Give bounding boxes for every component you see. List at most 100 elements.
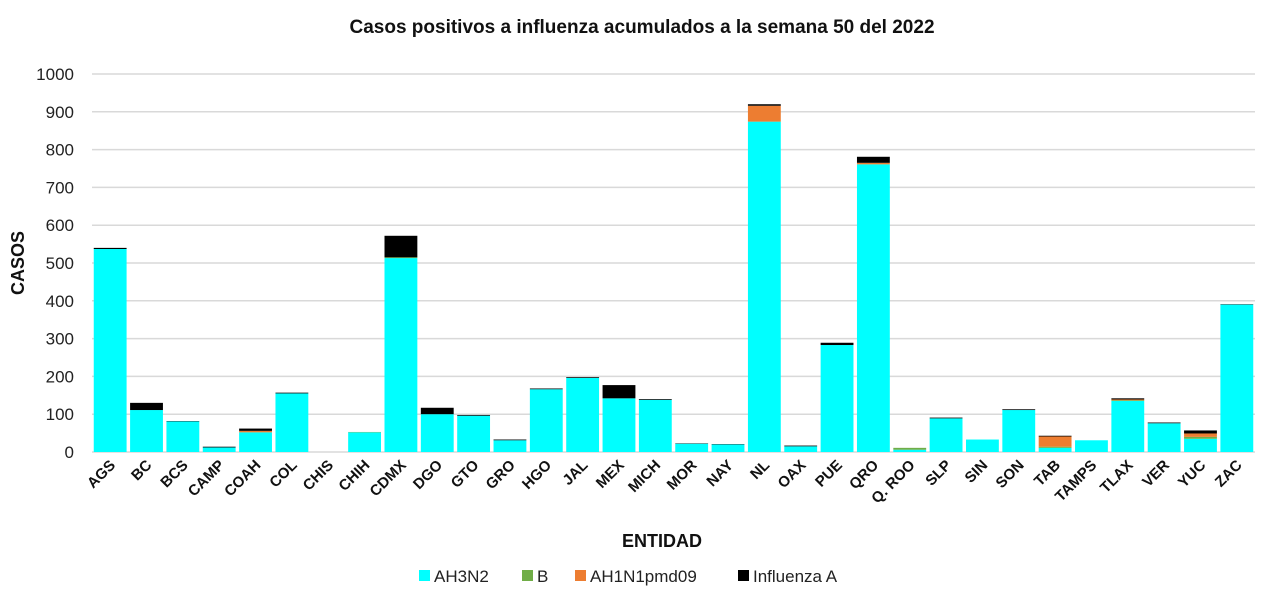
bar-gto-ah3n2 bbox=[457, 415, 491, 452]
bar-dgo-ah3n2 bbox=[420, 414, 454, 452]
x-tick-label: NAY bbox=[703, 457, 736, 490]
bar-mich-ah3n2 bbox=[638, 399, 672, 452]
bar-tlax-influenza-a bbox=[1111, 398, 1145, 400]
y-tick-label: 900 bbox=[46, 103, 74, 122]
x-tick-label: MICH bbox=[625, 457, 664, 496]
bar-gto-influenza-a bbox=[457, 414, 491, 416]
bar-camp-ah3n2 bbox=[202, 447, 236, 452]
x-tick-label: OAX bbox=[775, 457, 810, 492]
bar-chih-ah3n2 bbox=[348, 432, 381, 452]
x-tick-label: SLP bbox=[922, 457, 955, 490]
y-tick-label: 800 bbox=[46, 141, 74, 160]
bar-tab-influenza-a bbox=[1038, 435, 1072, 437]
bar-slp-ah3n2 bbox=[929, 418, 963, 452]
y-tick-label: 100 bbox=[46, 405, 74, 424]
bar-mor-ah3n2 bbox=[675, 443, 709, 452]
x-tick-label: TAMPS bbox=[1052, 457, 1100, 505]
bar-nay-ah3n2 bbox=[711, 444, 745, 452]
y-tick-label: 300 bbox=[46, 330, 74, 349]
x-tick-label: COAH bbox=[221, 457, 264, 500]
bar-tab-ah1n1pmd09 bbox=[1038, 436, 1072, 447]
x-tick-label: SON bbox=[993, 457, 1028, 492]
x-tick-label: YUC bbox=[1175, 457, 1210, 492]
bar-slp-influenza-a bbox=[929, 417, 963, 419]
bar-qro-influenza-a bbox=[856, 156, 890, 163]
bar-tlax-ah1n1pmd09 bbox=[1111, 399, 1145, 401]
y-tick-label: 200 bbox=[46, 367, 74, 386]
y-tick-label: 1000 bbox=[36, 65, 74, 84]
y-axis-ticks: 0 100 200 300 400 500 600 700 800 900 1000 bbox=[36, 65, 74, 462]
legend-swatch bbox=[419, 570, 430, 581]
legend-label: AH3N2 bbox=[434, 567, 489, 586]
x-tick-label: PUE bbox=[812, 457, 846, 491]
bar-hgo-ah3n2 bbox=[529, 389, 563, 452]
bar-son-ah3n2 bbox=[1002, 410, 1036, 452]
x-tick-label: NL bbox=[747, 457, 773, 483]
y-tick-label: 700 bbox=[46, 178, 74, 197]
bar-oax-influenza-a bbox=[784, 445, 818, 447]
x-tick-label: CAMP bbox=[185, 457, 228, 500]
bars bbox=[93, 104, 1254, 453]
x-tick-label: VER bbox=[1139, 457, 1173, 491]
y-tick-label: 500 bbox=[46, 254, 74, 273]
bar-son-influenza-a bbox=[1002, 409, 1036, 411]
y-axis-label: CASOS bbox=[8, 231, 28, 295]
x-tick-label: CHIS bbox=[300, 457, 337, 494]
x-tick-label: GTO bbox=[448, 457, 483, 492]
bar-yuc-ah1n1pmd09 bbox=[1184, 433, 1217, 437]
bar-jal-influenza-a bbox=[566, 377, 600, 378]
bar-ver-influenza-a bbox=[1147, 422, 1181, 424]
bar-cdmx-ah3n2 bbox=[384, 258, 418, 452]
bar-bcs-ah3n2 bbox=[166, 421, 200, 452]
bar-sin-ah3n2 bbox=[966, 439, 999, 452]
bar-ags-influenza-a bbox=[93, 247, 127, 250]
x-tick-label: COL bbox=[266, 457, 300, 491]
bar-yuc-ah3n2 bbox=[1184, 438, 1217, 452]
legend-label: B bbox=[537, 567, 548, 586]
bar-hgo-influenza-a bbox=[529, 388, 563, 390]
bar-tab-b bbox=[1038, 446, 1072, 448]
bar-pue-influenza-a bbox=[820, 342, 854, 346]
bar-mex-ah3n2 bbox=[602, 398, 636, 452]
bar-qroo-ah3n2 bbox=[893, 449, 927, 452]
y-tick-label: 400 bbox=[46, 292, 74, 311]
bar-yuc-influenza-a bbox=[1184, 430, 1217, 434]
legend-swatch bbox=[738, 570, 749, 581]
x-tick-label: HGO bbox=[519, 457, 555, 493]
y-tick-label: 600 bbox=[46, 216, 74, 235]
legend: AH3N2 B AH1N1pmd09 Influenza A bbox=[419, 567, 838, 586]
gridlines bbox=[92, 73, 1255, 453]
bar-col-ah3n2 bbox=[275, 393, 309, 452]
bar-tab-ah3n2 bbox=[1038, 447, 1072, 452]
x-tick-label: JAL bbox=[559, 457, 591, 489]
bar-gro-ah3n2 bbox=[493, 440, 527, 452]
bar-tlax-b bbox=[1111, 400, 1145, 401]
x-tick-label: CDMX bbox=[366, 457, 409, 500]
bar-bc-influenza-a bbox=[130, 402, 163, 411]
bar-tamps-ah3n2 bbox=[1075, 440, 1108, 452]
bar-gro-influenza-a bbox=[493, 439, 527, 441]
x-tick-label: TLAX bbox=[1097, 457, 1137, 497]
legend-label: AH1N1pmd09 bbox=[590, 567, 697, 586]
bar-nl-ah3n2 bbox=[747, 121, 781, 453]
bar-jal-ah3n2 bbox=[566, 377, 600, 452]
x-axis-label: ENTIDAD bbox=[622, 531, 702, 551]
bar-qroo-b bbox=[893, 447, 927, 450]
bar-coah-ah1n1pmd09 bbox=[239, 430, 272, 433]
bar-pue-ah3n2 bbox=[820, 345, 854, 452]
bar-yuc-b bbox=[1184, 436, 1217, 439]
x-tick-label: MOR bbox=[664, 457, 701, 494]
bar-nl-ah1n1pmd09 bbox=[747, 105, 781, 122]
bar-col-influenza-a bbox=[275, 392, 309, 394]
x-tick-label: GRO bbox=[483, 457, 519, 493]
bar-mich-influenza-a bbox=[638, 399, 672, 400]
bar-qro-ah3n2 bbox=[856, 164, 890, 453]
x-tick-label: BC bbox=[128, 457, 155, 484]
bar-coah-influenza-a bbox=[239, 428, 272, 431]
bar-coah-ah3n2 bbox=[239, 432, 272, 452]
bar-dgo-influenza-a bbox=[420, 407, 454, 415]
bar-ags-ah3n2 bbox=[93, 249, 127, 452]
legend-swatch bbox=[575, 570, 586, 581]
